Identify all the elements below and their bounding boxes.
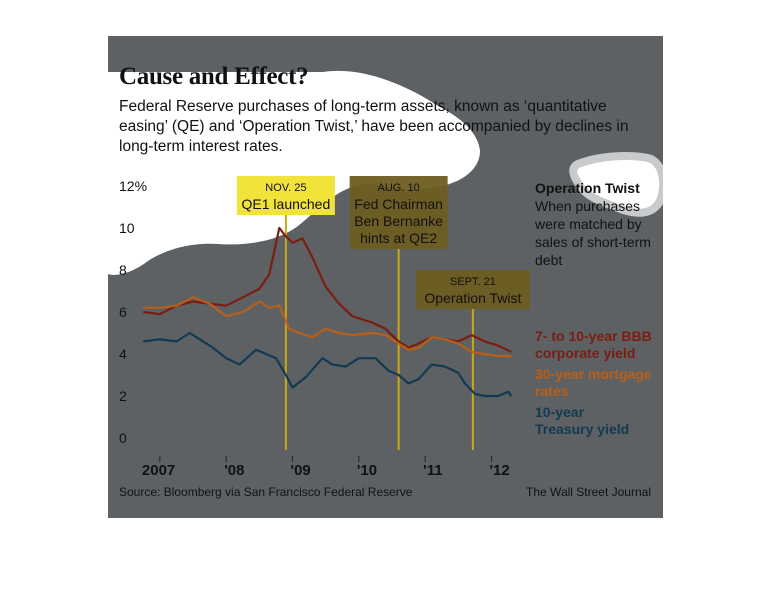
annotation-layer: NOV. 25 QE1 launched AUG. 10 Fed ChairmanBe… <box>236 176 530 450</box>
series-line-2 <box>143 331 513 398</box>
annotation-text: QE1 launched <box>242 196 331 212</box>
source-note: Source: Bloomberg via San Francisco Fede… <box>119 485 413 499</box>
y-tick-label: 10 <box>119 220 135 236</box>
annotation-box <box>349 176 448 249</box>
annotation-date: NOV. 25 <box>265 182 306 194</box>
y-tick-label: 6 <box>119 304 127 320</box>
annotation-text: Operation Twist <box>424 290 521 306</box>
x-tick-label: '12 <box>489 462 509 479</box>
annotation-text: Fed Chairman <box>354 196 443 212</box>
chart-subtitle: Federal Reserve purchases of long-term a… <box>119 98 629 155</box>
annotation-box <box>415 270 530 309</box>
x-tick-label: '08 <box>224 462 244 479</box>
annotation-box <box>236 176 335 215</box>
operation-twist-heading: Operation Twist <box>535 180 640 196</box>
annotation-text: hints at QE2 <box>360 230 437 246</box>
annotation-text: Ben Bernanke <box>354 213 443 229</box>
x-tick-label: '10 <box>357 462 377 479</box>
line-chart: NOV. 25 QE1 launched AUG. 10 Fed ChairmanBe… <box>119 176 530 479</box>
publisher-credit: The Wall Street Journal <box>526 485 651 499</box>
y-tick-label: 2 <box>119 388 127 404</box>
white-blob-decoration <box>108 70 663 275</box>
y-tick-label: 0 <box>119 430 127 446</box>
operation-twist-body: When purchases were matched by sales of … <box>535 198 651 268</box>
y-tick-label: 12% <box>119 178 147 194</box>
annotation-date: SEPT. 21 <box>450 276 496 288</box>
series-line-1 <box>143 296 512 358</box>
operation-twist-note: Operation Twist When purchases were matc… <box>535 179 663 269</box>
y-tick-label: 8 <box>119 262 127 278</box>
x-tick-label: '11 <box>423 462 442 479</box>
legend-treasury: 10-year Treasury yield <box>535 404 630 437</box>
legend-mortgage: 30-year mortgage rates <box>535 366 652 399</box>
series-layer <box>143 226 513 398</box>
y-tick-label: 4 <box>119 346 127 362</box>
x-axis: 2007 '08 '09 '10 '11 '12 <box>142 456 510 479</box>
x-tick-label: '09 <box>291 462 311 479</box>
chart-title: Cause and Effect? <box>119 63 309 90</box>
x-tick-label: 2007 <box>142 462 175 479</box>
chart-panel: Cause and Effect? Federal Reserve purcha… <box>108 36 663 518</box>
y-axis: 0 2 4 6 8 10 12% <box>119 178 147 446</box>
legend-corporate: 7- to 10-year BBB corporate yield <box>535 328 652 361</box>
annotation-date: AUG. 10 <box>378 182 420 194</box>
